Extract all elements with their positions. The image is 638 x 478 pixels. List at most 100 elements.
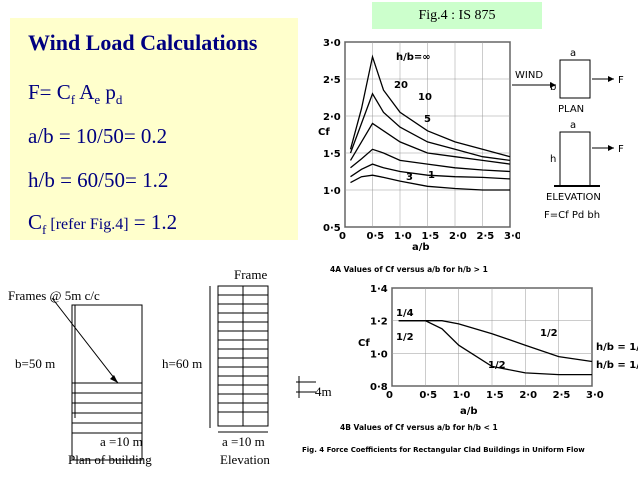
- c4a-series-line: [349, 122, 511, 165]
- c4b-series-line: [398, 320, 593, 363]
- label-b-r1: h/b = 1/4: [596, 342, 638, 353]
- label-20: 20: [394, 80, 408, 91]
- formula-ae-sub: e: [94, 92, 101, 108]
- a-elev-label: a =10 m: [222, 434, 265, 449]
- c4a-xtick-label: 1·0: [394, 231, 412, 242]
- chart-4b-yticks: 1·4 1·2 1·0 0·8: [370, 284, 388, 393]
- c4a-ytick-label: 1·0: [323, 186, 341, 197]
- plan-b-text: b: [550, 82, 556, 93]
- wind-text: WIND: [515, 70, 543, 81]
- elev-f-text: F: [618, 144, 624, 155]
- calculation-panel: Wind Load Calculations F= Cf Ae pd a/b =…: [10, 18, 298, 240]
- label-b-h2: 1/2: [540, 328, 558, 339]
- elev-h-text: h: [550, 154, 556, 165]
- c4b-xtick-label: 3·0: [586, 390, 604, 401]
- plan-text: PLAN: [558, 104, 584, 115]
- caption-4b: 4B Values of Cf versus a/b for h/b < 1: [340, 423, 498, 432]
- formula-p: p: [100, 80, 116, 104]
- formula-f: F= C: [28, 80, 71, 104]
- chart-4b-xlabel: a/b: [460, 406, 478, 417]
- sketch-formula: F=Cf Pd bh: [544, 210, 600, 221]
- cf-result: Cf [refer Fig.4] = 1.2: [28, 210, 177, 238]
- c4a-xtick-label: 0: [339, 231, 346, 242]
- c4b-ytick-label: 1·0: [370, 349, 388, 360]
- c4b-xtick-label: 1·0: [453, 390, 471, 401]
- label-b-h3: 1/2: [488, 360, 506, 371]
- chart-4a: 3·02·52·01·51·00·5 0 0·5 1·0 1·5 2·0 2·5 3·0 C…: [318, 38, 520, 252]
- c4b-xtick-label: 2·0: [519, 390, 537, 401]
- c4a-xtick-label: 2·5: [477, 231, 495, 242]
- frames-leader: [51, 297, 119, 384]
- elev-a-text: a: [570, 120, 576, 131]
- chart-4b-xticks: 0 0·5 1·0 1·5 2·0 2·5 3·0: [386, 390, 604, 401]
- cf-value: = 1.2: [128, 210, 178, 234]
- c4b-ytick-label: 1·4: [370, 284, 388, 295]
- elevation-caption: Elevation: [220, 452, 270, 467]
- hb-ratio: h/b = 60/50= 1.2: [28, 168, 169, 192]
- formula-pd-sub: d: [115, 92, 123, 108]
- c4a-xtick-label: 0·5: [367, 231, 385, 242]
- figure-label: Fig.4 : IS 875: [372, 2, 542, 29]
- formula-a: A: [75, 80, 95, 104]
- formula-cf-sub: f: [70, 92, 76, 108]
- elev-f-arrowhead: [608, 145, 614, 151]
- force-formula: F= Cf Ae pd: [28, 80, 122, 108]
- storey-label: 4m: [315, 384, 332, 399]
- calc-title: Wind Load Calculations: [28, 30, 258, 55]
- plan-caption: Plan of building: [68, 452, 152, 467]
- c4a-ytick-label: 1·5: [323, 149, 341, 160]
- plan-a-text: a: [570, 48, 576, 59]
- plan-elevation-sketch: WIND a b F PLAN a h F ELEVATION F=Cf Pd …: [512, 48, 624, 221]
- building-sketch: [51, 285, 316, 461]
- c4a-xtick-label: 2·0: [449, 231, 467, 242]
- label-1: 1: [428, 170, 435, 181]
- label-inf: h/b=∞: [396, 52, 431, 63]
- label-b-q1: 1/4: [396, 308, 414, 319]
- plan-rect: [559, 59, 591, 99]
- c4a-xtick-label: 3·0: [504, 231, 520, 242]
- plan-frame-lines: [72, 382, 142, 434]
- plan-f-arrowhead: [608, 76, 614, 82]
- c4a-ytick-label: 0·5: [323, 223, 341, 234]
- c4b-xtick-label: 1·5: [486, 390, 504, 401]
- c4a-ytick-label: 2·5: [323, 75, 341, 86]
- c4b-ytick-label: 1·2: [370, 317, 388, 328]
- cf-ref: [refer Fig.4]: [46, 216, 129, 233]
- c4b-xtick-label: 0·5: [419, 390, 437, 401]
- ab-ratio: a/b = 10/50= 0.2: [28, 124, 168, 148]
- c4b-series-line: [398, 320, 592, 376]
- c4a-ytick-label: 3·0: [323, 38, 341, 49]
- leader-arrowhead: [110, 375, 118, 383]
- c4a-series-line: [349, 54, 511, 158]
- wind-arrowhead: [550, 82, 556, 88]
- frame-title: Frame: [234, 267, 268, 282]
- c4b-ytick-label: 0·8: [370, 382, 388, 393]
- chart-4a-ylabel: Cf: [318, 127, 330, 138]
- c4b-xtick-label: 2·5: [553, 390, 571, 401]
- c4a-series-line: [350, 174, 510, 191]
- chart-4a-series: [349, 54, 511, 191]
- c4a-series-line: [349, 92, 511, 162]
- c4b-xtick-label: 0: [386, 390, 393, 401]
- label-10: 10: [418, 92, 432, 103]
- a-plan-label: a =10 m: [100, 434, 143, 449]
- cf-sub: f: [42, 222, 47, 238]
- label-3: 3: [406, 172, 413, 183]
- chart-4a-xlabel: a/b: [412, 242, 430, 252]
- chart-4b-grid: [391, 287, 593, 387]
- c4a-series-line: [350, 148, 511, 173]
- chart-4b-ylabel: Cf: [358, 338, 370, 349]
- frames-label: Frames @ 5m c/c: [8, 288, 100, 303]
- elevation-text: ELEVATION: [546, 192, 601, 203]
- cf-c: C: [28, 210, 43, 234]
- c4a-series-line: [350, 163, 511, 180]
- chart-4b: 1·41·21·00·8 0 0·5 1·0 1·5 2·0 2·5 3·0 Cf a/b …: [358, 284, 638, 417]
- elev-rect: [559, 131, 591, 187]
- caption-4a: 4A Values of Cf versus a/b for h/b > 1: [330, 265, 488, 274]
- figure-caption: Fig. 4 Force Coefficients for Rectangula…: [302, 446, 585, 454]
- h-label: h=60 m: [162, 356, 203, 371]
- chart-4a-yticks: 3·0 2·5 2·0 1·5 1·0 0·5: [323, 38, 341, 234]
- chart-4a-xticks: 0 0·5 1·0 1·5 2·0 2·5 3·0: [339, 231, 520, 242]
- label-5: 5: [424, 114, 431, 125]
- label-b-r2: h/b = 1/2: [596, 360, 638, 371]
